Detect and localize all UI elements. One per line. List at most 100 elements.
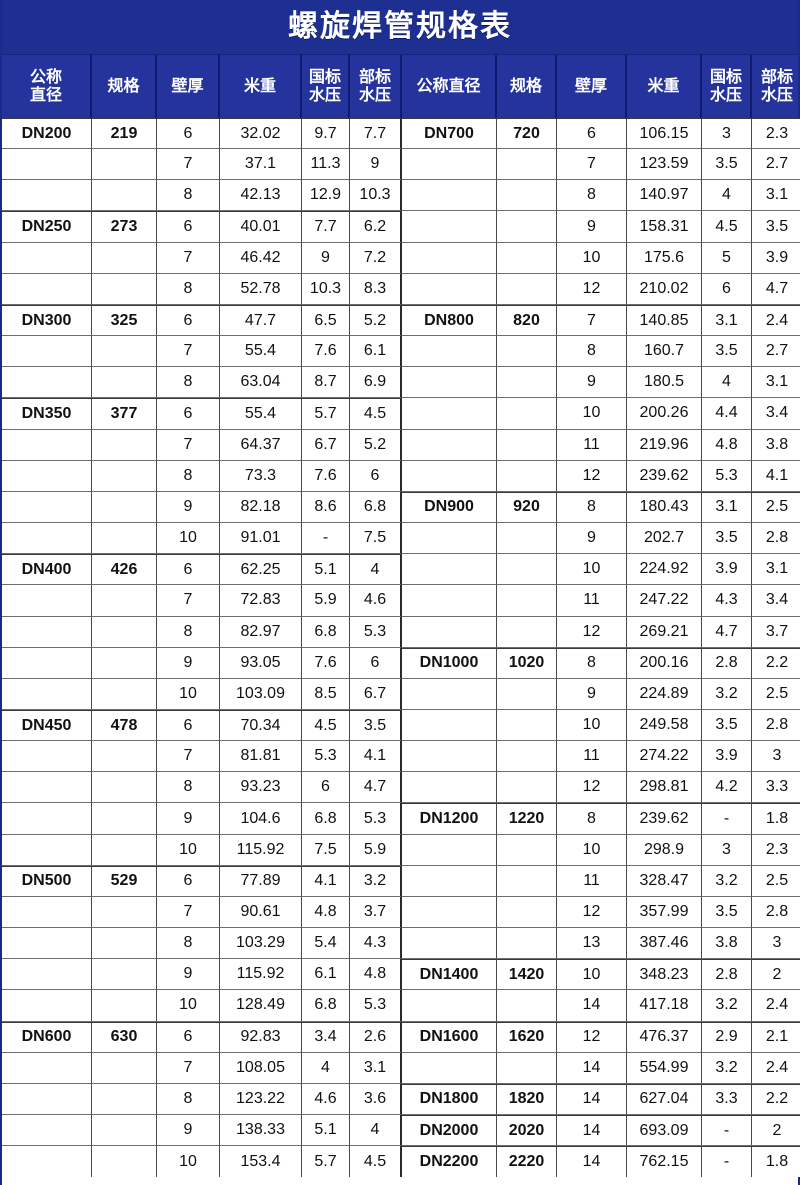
table-cell-壁厚: 10: [157, 834, 220, 866]
table-cell-国标水压: 3.5: [702, 523, 752, 555]
table-cell-米重: 46.42: [220, 242, 302, 274]
table-cell-国标水压: 7.5: [302, 834, 350, 866]
table-cell-米重: 138.33: [220, 1115, 302, 1147]
table-row: 8 160.7 3.5 2.7: [402, 336, 800, 368]
table-cell-国标水压: 10.3: [302, 273, 350, 305]
table-cell-壁厚: 7: [557, 149, 627, 181]
table-cell-壁厚: 11: [557, 865, 627, 897]
table-cell-部标水压: 6.2: [350, 211, 402, 243]
table-cell-规格: [497, 554, 557, 586]
table-cell-壁厚: 10: [157, 678, 220, 710]
table-cell-壁厚: 12: [557, 460, 627, 492]
table-cell-公称直径: DN2000: [402, 1115, 497, 1147]
table-cell-规格: 1220: [497, 803, 557, 835]
table-cell-国标水压: 3.9: [702, 554, 752, 586]
table-row: 12 298.81 4.2 3.3: [402, 772, 800, 804]
table-cell-壁厚: 8: [557, 647, 627, 679]
table-cell-部标水压: 3: [752, 928, 800, 960]
table-cell-国标水压: 5.9: [302, 585, 350, 617]
table-row: DN500 529 6 77.89 4.1 3.2: [2, 865, 402, 897]
table-cell-壁厚: 14: [557, 1115, 627, 1147]
table-row: 8 42.13 12.9 10.3: [2, 180, 402, 212]
right-table-header: 公称直径 规格 壁厚 米重 国标 水压 部标 水压: [402, 55, 800, 118]
table-cell-米重: 103.29: [220, 928, 302, 960]
table-cell-米重: 82.18: [220, 491, 302, 524]
table-cell-规格: [92, 367, 157, 399]
table-cell-米重: 70.34: [220, 709, 302, 742]
table-cell-公称直径: [2, 990, 92, 1022]
table-cell-部标水压: 2.7: [752, 149, 800, 181]
table-cell-部标水压: 6: [350, 460, 402, 492]
table-cell-国标水压: 4.5: [702, 211, 752, 243]
table-row: 14 417.18 3.2 2.4: [402, 990, 800, 1022]
table-row: 10 103.09 8.5 6.7: [2, 678, 402, 710]
table-row: 12 210.02 6 4.7: [402, 273, 800, 305]
table-cell-壁厚: 10: [157, 1146, 220, 1178]
table-cell-国标水压: 3.2: [702, 865, 752, 897]
table-cell-国标水压: -: [702, 803, 752, 835]
table-cell-公称直径: [402, 554, 497, 586]
header-mb-pressure-left: 部标 水压: [350, 55, 402, 118]
table-cell-公称直径: [2, 834, 92, 866]
table-cell-规格: [497, 523, 557, 555]
table-cell-国标水压: 6.8: [302, 616, 350, 648]
table-cell-规格: 720: [497, 118, 557, 150]
header-gb-pressure-left: 国标 水压: [302, 55, 350, 118]
table-cell-规格: [92, 149, 157, 181]
table-cell-部标水压: 3: [752, 741, 800, 773]
header-gb-pressure-right-line2: 水压: [709, 86, 742, 104]
table-cell-壁厚: 6: [157, 398, 220, 430]
table-cell-部标水压: 3.2: [350, 865, 402, 897]
table-cell-公称直径: [402, 990, 497, 1022]
table-cell-公称直径: DN700: [402, 118, 497, 150]
table-cell-米重: 153.4: [220, 1146, 302, 1178]
table-row: 11 247.22 4.3 3.4: [402, 585, 800, 617]
table-cell-国标水压: 7.6: [302, 336, 350, 368]
table-cell-公称直径: [402, 865, 497, 897]
table-cell-壁厚: 11: [557, 585, 627, 617]
table-cell-米重: 200.16: [627, 647, 702, 679]
table-cell-米重: 115.92: [220, 959, 302, 991]
table-cell-国标水压: 3.5: [702, 149, 752, 181]
table-cell-公称直径: DN500: [2, 865, 92, 897]
table-cell-部标水压: 2.4: [752, 304, 800, 337]
header-gb-pressure-left-line2: 水压: [308, 86, 341, 104]
table-cell-规格: [92, 803, 157, 835]
table-cell-国标水压: 4.7: [702, 616, 752, 648]
table-cell-国标水压: 4.8: [302, 896, 350, 929]
table-cell-米重: 417.18: [627, 990, 702, 1022]
table-cell-米重: 387.46: [627, 928, 702, 960]
table-row: 9 82.18 8.6 6.8: [2, 491, 402, 524]
header-spec-right: 规格: [497, 55, 557, 118]
table-cell-壁厚: 8: [557, 491, 627, 524]
table-cell-部标水压: 4.3: [350, 928, 402, 960]
table-cell-国标水压: 4.8: [702, 429, 752, 461]
table-cell-规格: [92, 647, 157, 679]
table-row: 8 140.97 4 3.1: [402, 180, 800, 212]
table-cell-规格: 426: [92, 554, 157, 586]
table-cell-公称直径: [402, 398, 497, 430]
table-row: 13 387.46 3.8 3: [402, 928, 800, 960]
table-cell-米重: 554.99: [627, 1052, 702, 1084]
table-row: DN2000 2020 14 693.09-2: [402, 1115, 800, 1147]
table-cell-公称直径: [2, 959, 92, 991]
table-cell-部标水压: 3.8: [752, 429, 800, 461]
table-row: DN350 377 6 55.4 5.7 4.5: [2, 398, 402, 430]
table-header-row: 公称 直径 规格 壁厚 米重 国标 水压 部标 水压 公称直径: [2, 55, 798, 118]
table-cell-部标水压: 2: [752, 959, 800, 991]
table-cell-米重: 52.78: [220, 273, 302, 305]
table-cell-规格: [497, 398, 557, 430]
table-cell-米重: 55.4: [220, 336, 302, 368]
table-cell-公称直径: [2, 336, 92, 368]
table-cell-米重: 693.09: [627, 1115, 702, 1147]
table-cell-壁厚: 8: [157, 616, 220, 648]
table-cell-米重: 219.96: [627, 429, 702, 461]
table-cell-国标水压: 5.7: [302, 398, 350, 430]
table-row: 9 202.7 3.5 2.8: [402, 523, 800, 555]
table-cell-公称直径: [402, 180, 497, 212]
table-cell-国标水压: 2.8: [702, 959, 752, 991]
table-cell-部标水压: 7.5: [350, 523, 402, 555]
table-cell-国标水压: 8.7: [302, 367, 350, 399]
table-cell-壁厚: 7: [157, 336, 220, 368]
table-cell-米重: 140.85: [627, 304, 702, 337]
